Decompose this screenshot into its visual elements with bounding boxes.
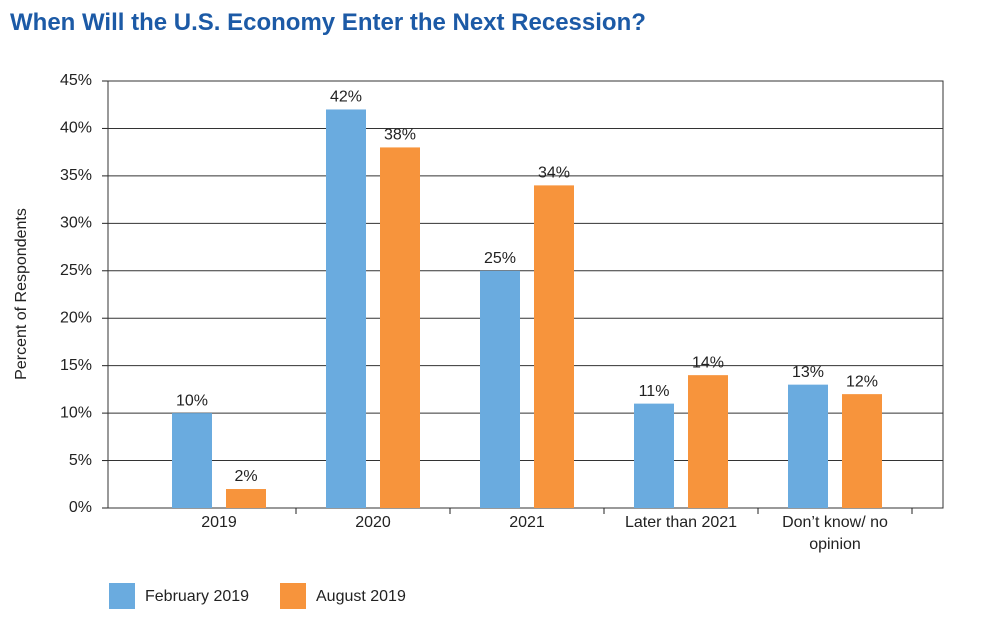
bar (634, 403, 674, 508)
y-tick-label: 30% (60, 215, 92, 232)
legend-label: February 2019 (145, 588, 249, 605)
y-axis-label: Percent of Respondents (13, 208, 30, 380)
value-label: 12% (846, 373, 878, 390)
y-tick-label: 25% (60, 262, 92, 279)
legend-swatch (109, 583, 135, 609)
value-label: 34% (538, 165, 570, 182)
value-label: 14% (692, 354, 724, 371)
y-tick-label: 15% (60, 357, 92, 374)
bar (480, 270, 520, 508)
bar (226, 489, 266, 508)
legend-swatch (280, 583, 306, 609)
x-tick-label: Later than 2021 (624, 514, 738, 531)
value-label: 42% (330, 89, 362, 106)
x-tick-label: 2019 (201, 514, 237, 531)
bar (172, 413, 212, 508)
bar (380, 147, 420, 508)
bar (534, 185, 574, 508)
value-label: 38% (384, 127, 416, 144)
value-label: 2% (234, 468, 257, 485)
bar (842, 394, 882, 508)
y-tick-label: 45% (60, 72, 92, 89)
y-tick-label: 5% (69, 452, 92, 469)
chart-title: When Will the U.S. Economy Enter the Nex… (10, 9, 646, 36)
bar (788, 384, 828, 508)
y-tick-label: 20% (60, 309, 92, 326)
x-tick-label: 2021 (509, 514, 545, 531)
legend-label: August 2019 (316, 588, 406, 605)
y-tick-label: 0% (69, 499, 92, 516)
value-label: 10% (176, 392, 208, 409)
x-tick-label: Don’t know/ no opinion (782, 514, 888, 553)
value-label: 25% (484, 250, 516, 267)
y-tick-label: 10% (60, 404, 92, 421)
plot-frame (107, 80, 944, 509)
bar (326, 109, 366, 508)
x-tick-label: 2020 (355, 514, 391, 531)
value-label: 13% (792, 364, 824, 381)
value-label: 11% (639, 383, 670, 400)
bar (688, 375, 728, 508)
y-tick-label: 40% (60, 120, 92, 137)
y-tick-label: 35% (60, 167, 92, 184)
